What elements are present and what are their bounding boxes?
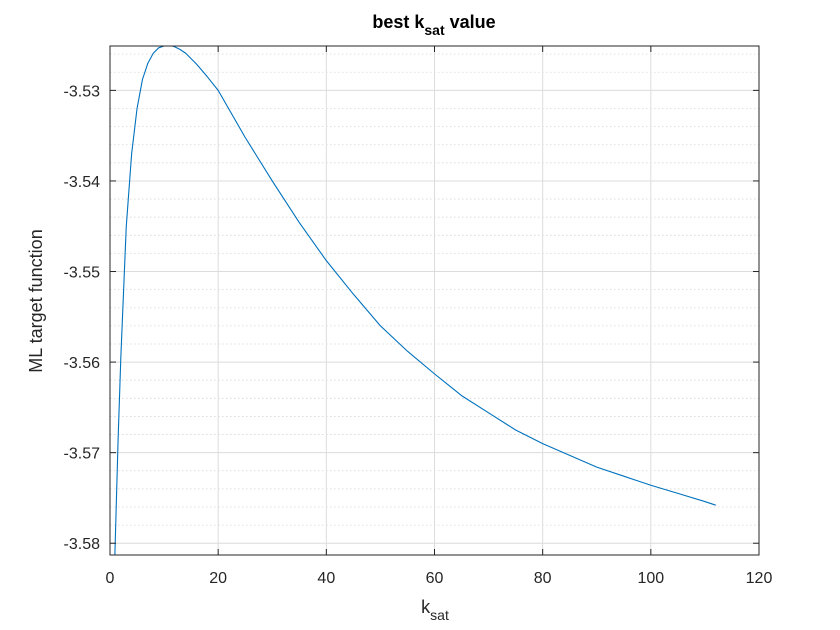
major-grid [110, 46, 759, 555]
x-tick-label: 60 [426, 570, 444, 587]
y-tick-label: -3.53 [64, 83, 101, 100]
x-tick-label: 40 [317, 570, 335, 587]
x-tick-label: 80 [534, 570, 552, 587]
chart-title-subscript: sat [424, 22, 445, 38]
y-tick-label: -3.55 [64, 265, 101, 282]
tick-marks [109, 46, 760, 555]
y-tick-label: -3.56 [64, 355, 101, 372]
series-layer [114, 45, 716, 556]
x-tick-label: 20 [209, 570, 227, 587]
x-axis-label-subscript: sat [430, 607, 449, 623]
y-tick-label: -3.57 [64, 446, 101, 463]
x-tick-label: 120 [746, 570, 773, 587]
y-tick-label: -3.54 [64, 174, 101, 191]
y-tick-labels: -3.58 -3.57 -3.56 -3.55 -3.54 -3.53 [64, 83, 101, 553]
chart-title-main: best k [372, 12, 425, 32]
x-tick-label: 100 [637, 570, 664, 587]
series-line-0 [114, 45, 716, 556]
x-axis-label-main: k [421, 597, 431, 617]
x-tick-label: 0 [106, 570, 115, 587]
chart-title: best ksat value [372, 12, 495, 38]
y-tick-label: -3.58 [64, 536, 101, 553]
y-axis-label: ML target function [26, 229, 46, 372]
x-axis-label: ksat [421, 597, 449, 623]
x-tick-labels: 0 20 40 60 80 100 120 [106, 570, 773, 587]
chart-title-suffix: value [445, 12, 496, 32]
